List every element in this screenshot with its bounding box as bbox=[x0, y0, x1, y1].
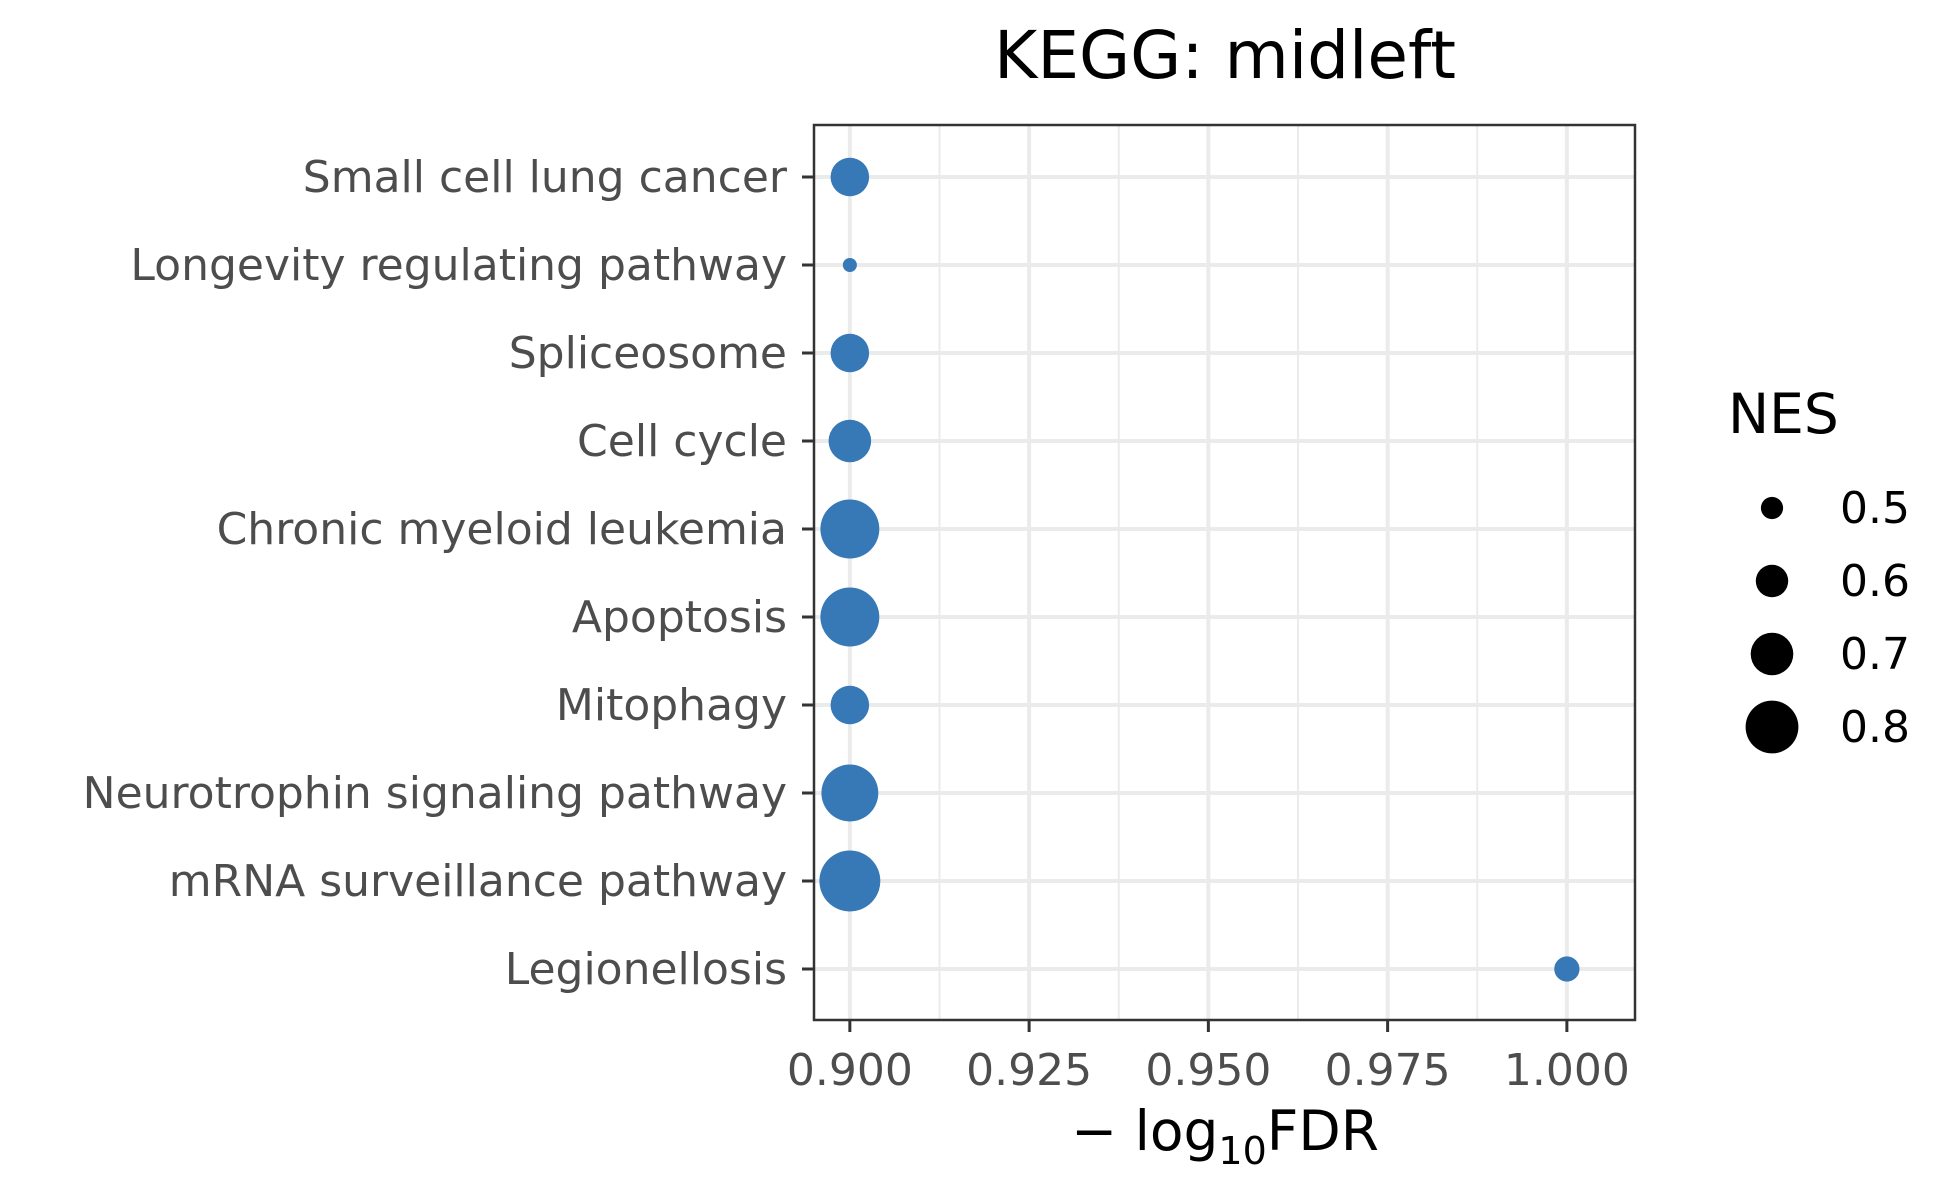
legend-key bbox=[1750, 632, 1794, 676]
data-point bbox=[821, 764, 879, 822]
x-axis-title-tail: FDR bbox=[1267, 1099, 1379, 1163]
x-tick-label: 0.975 bbox=[1325, 1045, 1451, 1096]
legend-label: 0.5 bbox=[1840, 483, 1910, 534]
legend-key bbox=[1760, 496, 1784, 520]
y-tick-label: Legionellosis bbox=[505, 944, 787, 995]
data-point bbox=[830, 157, 870, 197]
x-axis-title-subscript: 10 bbox=[1218, 1129, 1266, 1173]
data-point bbox=[842, 257, 857, 273]
panel-background bbox=[814, 125, 1635, 1020]
data-point bbox=[820, 499, 880, 559]
size-legend: NES 0.5 0.6 0.7 0.8 bbox=[1728, 382, 1910, 754]
x-tick-label: 1.000 bbox=[1504, 1045, 1630, 1096]
y-tick-label: Mitophagy bbox=[556, 680, 787, 731]
y-tick-label: Small cell lung cancer bbox=[303, 152, 788, 203]
y-tick-label: Cell cycle bbox=[577, 416, 787, 467]
y-tick-label: Neurotrophin signaling pathway bbox=[83, 768, 787, 819]
panel-border bbox=[812, 123, 1637, 1022]
legend-title: NES bbox=[1728, 382, 1839, 446]
y-axis: Small cell lung cancer Longevity regulati… bbox=[83, 152, 814, 995]
y-tick-label: Longevity regulating pathway bbox=[130, 240, 787, 291]
legend-key bbox=[1755, 564, 1789, 598]
x-axis-title-main: − log bbox=[1071, 1099, 1218, 1163]
y-tick-label: Spliceosome bbox=[509, 328, 787, 379]
data-points bbox=[819, 157, 1580, 982]
legend-label: 0.7 bbox=[1840, 629, 1910, 680]
legend-key bbox=[1745, 700, 1799, 754]
grid-minor bbox=[938, 125, 1479, 1020]
data-point bbox=[828, 419, 872, 463]
legend-label: 0.6 bbox=[1840, 556, 1910, 607]
y-tick-label: mRNA surveillance pathway bbox=[169, 856, 787, 907]
plot-panel bbox=[814, 125, 1635, 1020]
x-axis: 0.900 0.925 0.950 0.975 1.000 bbox=[787, 1020, 1630, 1096]
data-point bbox=[819, 850, 881, 912]
legend-label: 0.8 bbox=[1840, 702, 1910, 753]
plot-border bbox=[812, 123, 1637, 1022]
data-point bbox=[830, 685, 870, 725]
x-tick-label: 0.950 bbox=[1145, 1045, 1271, 1096]
x-tick-label: 0.925 bbox=[966, 1045, 1092, 1096]
y-tick-label: Chronic myeloid leukemia bbox=[217, 504, 787, 555]
y-tick-label: Apoptosis bbox=[572, 592, 787, 643]
data-point bbox=[1554, 956, 1580, 982]
data-point bbox=[830, 333, 870, 373]
x-axis-title: − log10FDR bbox=[1071, 1099, 1379, 1173]
grid-major bbox=[814, 125, 1635, 1020]
data-point bbox=[820, 587, 880, 647]
chart-title: KEGG: midleft bbox=[994, 17, 1456, 94]
x-tick-label: 0.900 bbox=[787, 1045, 913, 1096]
